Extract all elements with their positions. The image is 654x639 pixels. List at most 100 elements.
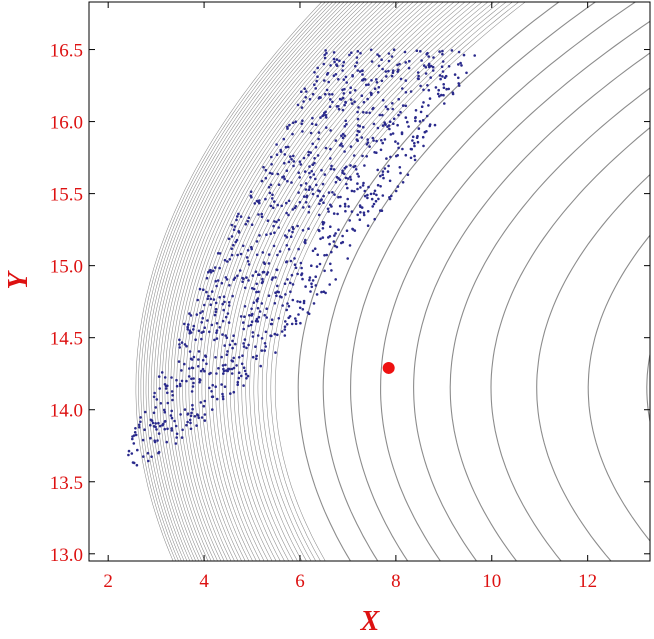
- scatter-point: [286, 179, 289, 183]
- scatter-point: [188, 329, 192, 333]
- scatter-point: [440, 65, 444, 68]
- scatter-point: [356, 69, 360, 72]
- contour-line: [195, 2, 409, 561]
- scatter-point: [387, 124, 391, 127]
- scatter-point: [372, 202, 376, 206]
- scatter-point: [287, 199, 291, 203]
- x-tick-4: 4: [199, 2, 209, 592]
- scatter-point: [434, 86, 438, 89]
- scatter-point: [329, 203, 332, 207]
- scatter-point: [290, 158, 293, 161]
- scatter-point: [331, 100, 334, 104]
- scatter-point: [202, 330, 205, 334]
- scatter-point: [362, 213, 366, 217]
- scatter-point: [313, 71, 316, 74]
- scatter-point: [276, 203, 280, 207]
- scatter-point: [343, 205, 347, 208]
- scatter-point: [154, 406, 157, 409]
- scatter-point: [371, 136, 375, 140]
- scatter-point: [406, 173, 410, 176]
- scatter-point: [363, 164, 366, 167]
- scatter-point: [127, 453, 130, 457]
- scatter-point: [200, 321, 203, 324]
- scatter-point: [283, 328, 287, 331]
- scatter-point: [327, 210, 330, 213]
- scatter-point: [343, 87, 346, 91]
- scatter-point: [230, 235, 234, 238]
- scatter-point: [391, 107, 395, 111]
- scatter-point: [441, 60, 445, 63]
- scatter-point: [311, 92, 315, 96]
- scatter-point: [137, 423, 141, 427]
- scatter-point: [457, 76, 460, 80]
- scatter-point: [351, 74, 354, 77]
- scatter-point: [304, 238, 307, 242]
- scatter-point: [240, 362, 244, 366]
- scatter-point: [397, 146, 400, 150]
- scatter-point: [198, 380, 201, 384]
- scatter-point: [232, 278, 236, 281]
- scatter-point: [246, 249, 250, 252]
- scatter-point: [310, 169, 314, 173]
- scatter-point: [425, 114, 429, 118]
- scatter-point: [270, 318, 274, 322]
- scatter-point: [341, 132, 345, 136]
- scatter-point: [264, 330, 268, 334]
- scatter-point: [419, 50, 422, 53]
- scatter-point: [311, 188, 314, 191]
- scatter-point: [260, 179, 264, 183]
- scatter-point: [283, 153, 287, 156]
- scatter-point: [284, 320, 287, 323]
- scatter-point: [388, 179, 392, 183]
- scatter-point: [321, 236, 325, 239]
- scatter-point: [237, 230, 241, 233]
- scatter-point: [356, 187, 359, 191]
- scatter-point: [291, 283, 295, 286]
- scatter-point: [319, 116, 322, 119]
- scatter-point: [438, 50, 441, 53]
- scatter-point: [331, 191, 334, 194]
- scatter-point: [390, 74, 394, 78]
- scatter-point: [459, 61, 462, 65]
- scatter-point: [437, 88, 441, 92]
- scatter-point: [314, 123, 318, 126]
- scatter-point: [258, 199, 261, 202]
- scatter-point: [227, 304, 231, 307]
- scatter-point: [277, 226, 281, 229]
- scatter-point: [298, 200, 302, 204]
- contour-line: [270, 2, 519, 561]
- scatter-point: [396, 142, 400, 145]
- scatter-point: [345, 182, 348, 186]
- scatter-point: [183, 322, 186, 326]
- scatter-point: [334, 139, 338, 142]
- scatter-point: [309, 290, 312, 293]
- scatter-point: [447, 87, 451, 91]
- scatter-point: [210, 395, 214, 399]
- scatter-point: [237, 212, 240, 216]
- scatter-point: [178, 346, 181, 349]
- scatter-point: [235, 218, 238, 222]
- scatter-point: [316, 253, 320, 256]
- scatter-point: [356, 50, 360, 53]
- scatter-point: [429, 76, 433, 79]
- scatter-point: [389, 133, 393, 136]
- scatter-point: [314, 177, 317, 181]
- scatter-point: [308, 186, 312, 189]
- scatter-point: [324, 126, 328, 129]
- scatter-point: [301, 229, 305, 232]
- scatter-point: [316, 66, 320, 70]
- scatter-point: [349, 178, 353, 181]
- scatter-point: [190, 366, 194, 370]
- scatter-point: [390, 55, 394, 58]
- scatter-point: [258, 234, 261, 237]
- scatter-point: [365, 83, 368, 87]
- contour-line: [233, 2, 466, 561]
- scatter-point: [329, 167, 333, 170]
- scatter-point: [222, 295, 226, 299]
- scatter-point: [441, 75, 444, 78]
- scatter-point: [215, 284, 218, 288]
- scatter-point: [404, 104, 408, 108]
- scatter-point: [270, 163, 273, 166]
- scatter-point: [157, 375, 161, 378]
- scatter-point: [255, 290, 258, 294]
